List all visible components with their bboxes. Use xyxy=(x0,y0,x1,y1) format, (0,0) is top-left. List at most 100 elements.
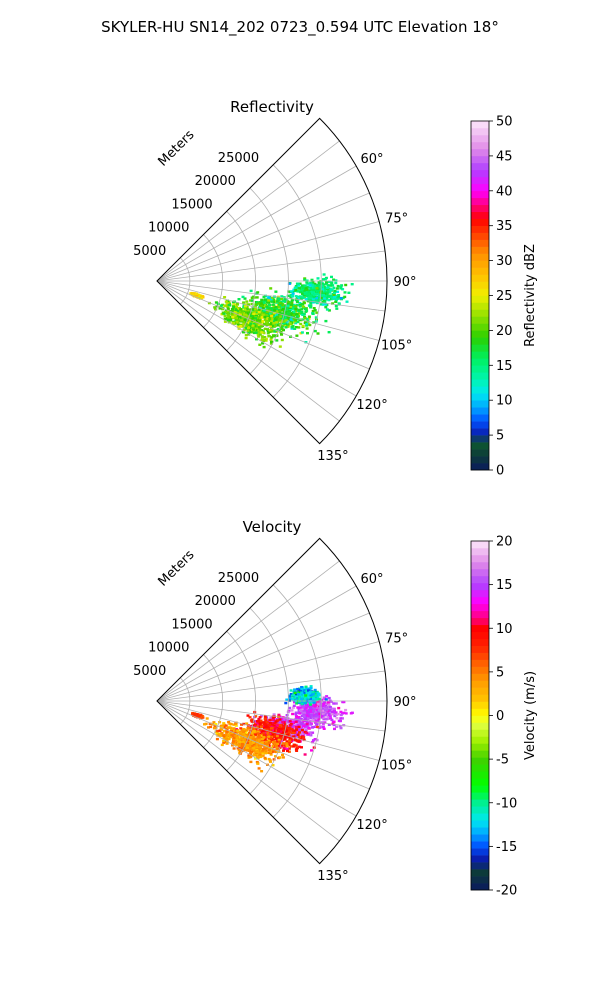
echo-cell xyxy=(245,749,249,752)
echo-cell xyxy=(334,281,338,285)
echo-cell xyxy=(304,288,308,292)
range-tick-label: 20000 xyxy=(195,174,236,189)
colorbar-swatch xyxy=(471,246,489,254)
colorbar-swatch xyxy=(471,344,489,352)
echo-cell xyxy=(260,311,264,315)
echo-cell xyxy=(228,722,232,725)
colorbar-swatch xyxy=(471,121,489,129)
echo-cell xyxy=(313,738,317,741)
echo-cell xyxy=(303,753,307,756)
echo-cell xyxy=(323,300,327,303)
echo-cell xyxy=(300,331,304,334)
colorbar-swatch xyxy=(471,309,489,317)
echo-cell xyxy=(320,708,324,711)
echo-cell xyxy=(222,723,226,727)
echo-cell xyxy=(241,314,245,317)
echo-cell xyxy=(306,717,310,720)
echo-cell xyxy=(288,720,292,723)
echo-cell xyxy=(302,305,306,309)
echo-cell xyxy=(278,311,282,315)
colorbar-swatch xyxy=(471,701,489,709)
echo-cell xyxy=(309,685,313,688)
echo-cell xyxy=(301,292,304,295)
echo-cell xyxy=(232,321,235,325)
echo-cell xyxy=(301,296,305,299)
echo-cell xyxy=(303,284,307,288)
echo-cell xyxy=(229,726,233,730)
echo-cell xyxy=(259,306,262,310)
echo-cell xyxy=(298,712,302,715)
echo-cell xyxy=(249,329,253,332)
echo-cell xyxy=(254,323,258,326)
echo-cell xyxy=(258,328,262,331)
echo-cell xyxy=(264,747,268,750)
colorbar-tick-label: 25 xyxy=(496,289,513,304)
echo-cell xyxy=(307,315,311,318)
echo-cell xyxy=(323,289,326,292)
echo-cell xyxy=(316,702,320,705)
echo-cell xyxy=(297,308,301,312)
echo-cell xyxy=(246,741,250,745)
echo-cell xyxy=(223,317,227,321)
echo-cell xyxy=(248,329,252,332)
echo-cell xyxy=(223,296,227,299)
echo-cell xyxy=(285,313,289,316)
echo-cell xyxy=(248,320,252,324)
echo-cell xyxy=(344,708,348,712)
echo-cell xyxy=(324,716,328,719)
echo-cell xyxy=(234,724,238,727)
echo-cell xyxy=(334,304,338,308)
echo-cell xyxy=(290,312,294,315)
colorbar-swatch xyxy=(471,295,489,303)
echo-cell xyxy=(268,329,272,332)
echo-cell xyxy=(293,691,297,695)
echo-cell xyxy=(278,301,282,305)
echo-cell xyxy=(255,721,259,725)
echo-cell xyxy=(292,288,296,291)
echo-cell xyxy=(312,321,316,324)
azimuth-tick-label: 60° xyxy=(361,152,384,167)
echo-cell xyxy=(247,303,251,306)
echo-cell xyxy=(299,322,303,326)
echo-cell xyxy=(220,731,224,735)
echo-cell xyxy=(250,319,254,322)
echo-cell xyxy=(290,327,294,330)
echo-cell xyxy=(246,315,250,318)
echo-cell xyxy=(257,725,261,728)
echo-cell xyxy=(309,282,313,285)
range-tick-label: 10000 xyxy=(148,221,189,236)
colorbar-swatch xyxy=(471,274,489,282)
echo-cell xyxy=(258,301,262,304)
echo-cell xyxy=(296,693,300,696)
echo-cell xyxy=(251,737,255,741)
echo-cell xyxy=(234,314,238,317)
echo-cell xyxy=(350,283,354,286)
echo-cell xyxy=(321,300,325,304)
echo-cell xyxy=(257,302,261,305)
echo-cell xyxy=(276,315,280,318)
echo-cell xyxy=(329,284,333,287)
echo-cell xyxy=(320,291,324,294)
echo-cell xyxy=(249,289,253,293)
echo-cell xyxy=(227,301,231,304)
echo-cell xyxy=(284,726,288,730)
echo-cell xyxy=(305,322,309,326)
echo-cell xyxy=(259,742,263,745)
echo-cell xyxy=(223,315,227,318)
echo-cell xyxy=(215,737,219,741)
echo-cell xyxy=(227,303,231,306)
colorbar-swatch xyxy=(471,442,489,450)
echo-cell xyxy=(315,723,319,726)
echo-cell xyxy=(294,313,298,316)
echo-cell xyxy=(256,732,260,735)
azimuth-tick-label: 105° xyxy=(381,339,412,354)
echo-cell xyxy=(304,685,308,688)
echo-cell xyxy=(235,313,239,316)
echo-cell xyxy=(284,300,288,303)
echo-cell xyxy=(292,745,296,748)
echo-cell xyxy=(302,736,306,739)
echo-cell xyxy=(322,696,326,699)
echo-cell xyxy=(317,712,321,716)
echo-cell xyxy=(279,716,283,720)
echo-cell xyxy=(313,329,317,333)
